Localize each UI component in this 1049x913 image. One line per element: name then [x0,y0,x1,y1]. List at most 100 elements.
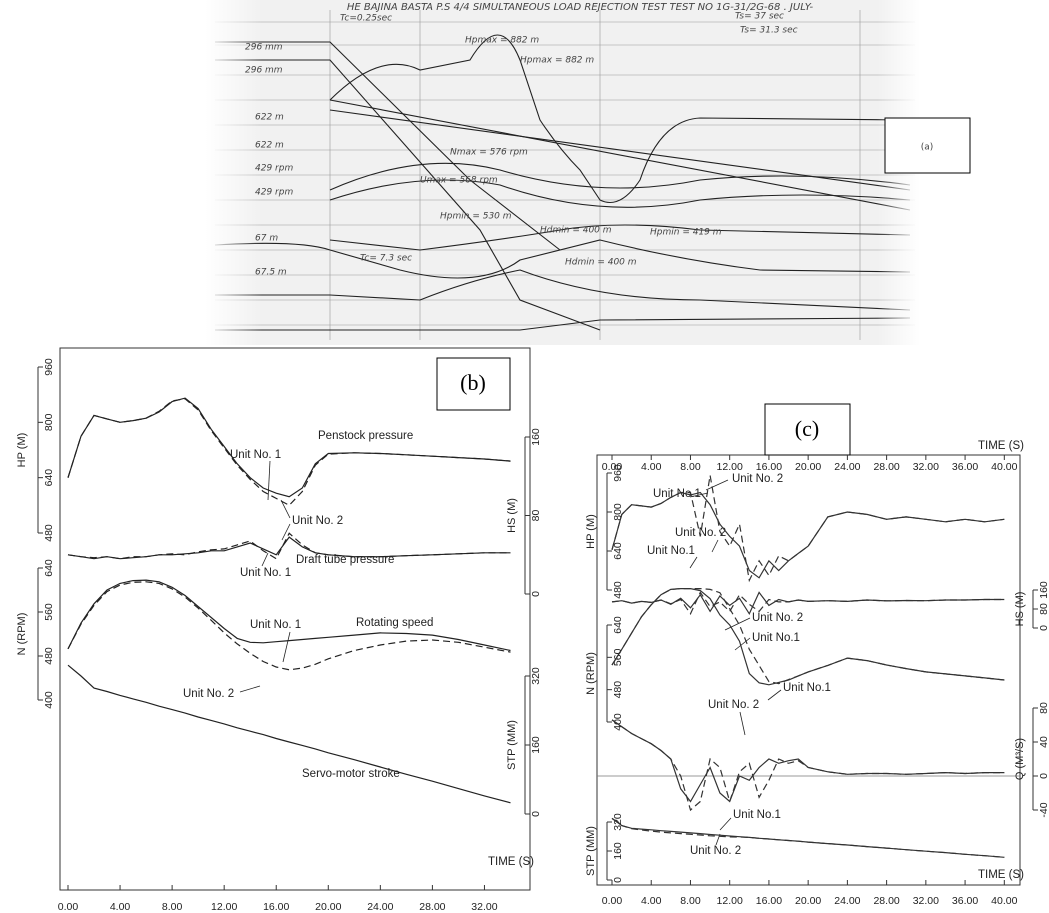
y-tick-label: 160 [530,428,542,446]
scan-note: Tc=0.25sec [340,14,392,24]
scan-label: 296 mm [245,66,283,76]
y-tick-label: 160 [530,736,542,754]
x-tick-label: 32.00 [913,461,939,473]
series-line [68,399,511,506]
y-axis-title: HP (M) [585,514,597,549]
series-line [612,493,1004,578]
series-line [612,818,1004,857]
x-tick-label: 20.00 [315,901,341,913]
x-tick-label: 24.00 [367,901,393,913]
arrow [690,557,697,568]
plot-frame [597,455,1020,885]
scan-label: 67 m [255,234,278,244]
series-line [612,592,1004,613]
x-tick-label: 0.00 [602,895,623,907]
annotation: Unit No. 1 [230,449,281,461]
y-axis-title: HP (M) [16,433,28,468]
y-axis-title: HS (M) [1014,592,1026,627]
scan-label: 622 m [255,113,284,123]
y-tick-label: 400 [612,713,624,731]
y-tick-label: 0 [530,591,542,597]
annotation: Unit No. 2 [292,515,343,527]
x-axis-title: TIME (S) [978,869,1024,881]
x-tick-label: 8.00 [680,461,701,473]
scan-label: 429 rpm [255,188,293,198]
y-tick-label: 480 [612,581,624,599]
y-axis-title: STP (MM) [506,720,518,770]
annotation: Unit No.1 [647,545,695,557]
x-tick-label: 20.00 [795,461,821,473]
annotation: Penstock pressure [318,430,413,442]
scan-fade [205,0,920,345]
scan-note: Hpmin = 419 m [650,228,722,238]
x-tick-label: 28.00 [873,895,899,907]
arrow [768,690,781,700]
arrow [240,686,260,692]
x-tick-label: 16.00 [756,461,782,473]
annotation: Unit No.1 [783,682,831,694]
y-axis-title: N (RPM) [16,613,28,656]
x-axis-title: TIME (S) [488,856,534,868]
annotation: Unit No. 2 [708,699,759,711]
y-tick-label: 80 [530,510,542,522]
scan-note: Hpmax = 882 m [520,56,594,66]
scan-note: Tc= 7.3 sec [360,254,412,264]
arrow [740,712,745,735]
annotation: Servo-motor stroke [302,768,400,780]
x-tick-label: 0.00 [58,901,79,913]
scan-note: Umax = 568 rpm [420,176,498,186]
x-tick-label: 16.00 [756,895,782,907]
x-tick-label: 12.00 [211,901,237,913]
y-tick-label: 480 [612,681,624,699]
y-tick-label: 0 [612,877,624,883]
series-line [612,720,1004,802]
x-tick-label: 12.00 [717,895,743,907]
y-tick-label: 640 [43,469,55,487]
scan-note: Hpmax = 882 m [465,36,539,46]
series-line [612,818,1004,857]
annotation: Rotating speed [356,617,433,629]
series-line [68,665,511,803]
x-tick-label: 24.00 [834,895,860,907]
y-axis-title: STP (MM) [585,826,597,876]
arrow [735,638,750,650]
y-tick-label: 800 [612,503,624,521]
y-tick-label: 480 [43,647,55,665]
annotation: Unit No. 1 [250,619,301,631]
x-tick-label: 4.00 [110,901,131,913]
x-tick-label: 40.00 [991,461,1017,473]
scan-label: 429 rpm [255,164,293,174]
y-tick-label: 320 [530,667,542,685]
arrow [268,461,270,500]
y-tick-label: 640 [612,616,624,634]
scan-note: Ts= 37 sec [735,12,784,22]
y-axis-title: N (RPM) [585,652,597,695]
x-tick-label: 4.00 [641,461,662,473]
panel-label: (b) [460,370,486,395]
arrow [720,818,731,830]
scan-note: Nmax = 576 rpm [450,148,528,158]
y-tick-label: 800 [43,413,55,431]
scan-label: 67.5 m [255,268,287,278]
y-tick-label: 960 [43,358,55,376]
panel-label: (a) [921,143,934,153]
scan-label: 622 m [255,141,284,151]
series-line [612,589,1004,685]
annotation: Unit No.1 [733,809,781,821]
y-tick-label: 40 [1038,736,1049,748]
scan-label: 296 mm [245,43,283,53]
x-tick-label: 28.00 [873,461,899,473]
scan-note: Hdmin = 400 m [540,226,612,236]
x-tick-label: 40.00 [991,895,1017,907]
annotation: Unit No. 2 [732,473,783,485]
y-axis-title: Q (M³/S) [1014,738,1026,780]
annotation: Unit No. 2 [690,845,741,857]
series-line [612,592,1004,613]
y-tick-label: 640 [43,559,55,577]
y-tick-label: 480 [43,524,55,542]
y-tick-label: 560 [43,603,55,621]
x-tick-label: 8.00 [162,901,183,913]
x-tick-label: 12.00 [717,461,743,473]
y-tick-label: 160 [1038,581,1049,599]
series-line [612,720,1004,810]
